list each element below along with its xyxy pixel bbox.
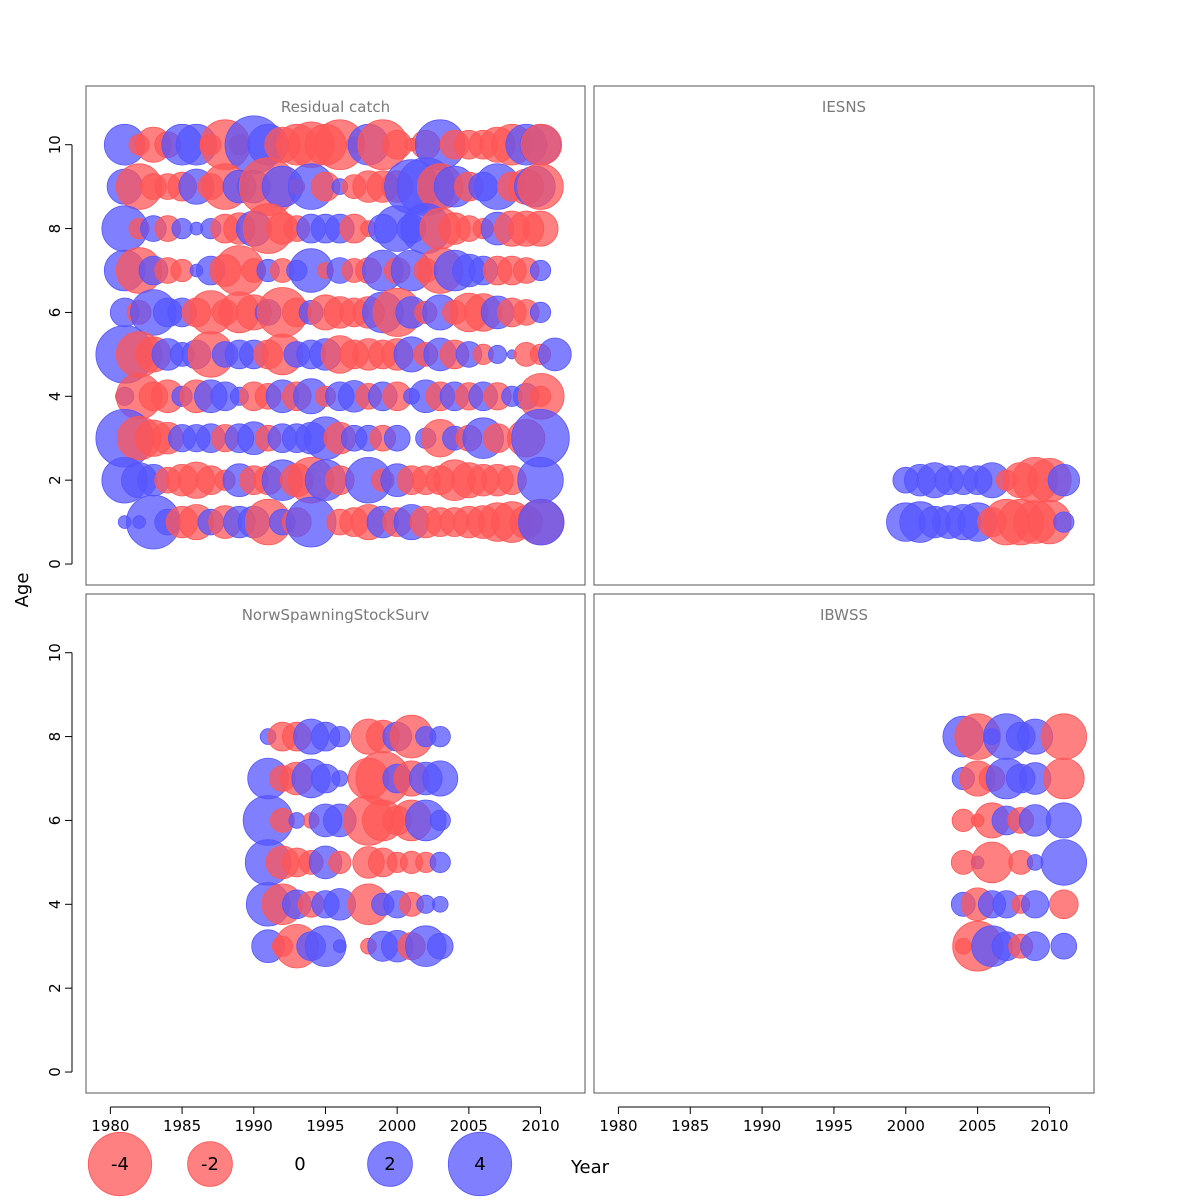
residual-bubble: [429, 725, 451, 748]
residual-bubble: [171, 218, 193, 240]
legend-bubble: [447, 1131, 513, 1197]
y-tick-label: 6: [46, 308, 64, 318]
x-tick-label: 2005: [959, 1117, 997, 1135]
x-tick-label: 1995: [815, 1117, 853, 1135]
residual-bubble: [1043, 757, 1085, 800]
residual-bubble: [1040, 839, 1087, 886]
legend-label: -2: [201, 1154, 219, 1175]
panel-frame: [593, 85, 1095, 586]
residual-bubble: [1020, 890, 1050, 919]
panel-frame: [85, 85, 586, 586]
y-tick-label: 2: [46, 983, 64, 993]
y-tick-label: 0: [46, 1067, 64, 1077]
residual-bubble: [1050, 932, 1078, 960]
x-axis-right: 1980 1985 1990 1995 2000 2005 2010: [599, 1106, 1069, 1135]
x-tick-label: 1980: [599, 1117, 637, 1135]
legend-label: 0: [294, 1154, 305, 1175]
residual-bubble: [971, 841, 1013, 884]
residual-bubble: [520, 123, 563, 166]
residual-bubble: [522, 210, 559, 247]
y-tick-label: 4: [46, 900, 64, 910]
legend-label: 4: [474, 1154, 485, 1175]
panel-iesns: IESNS: [593, 85, 1095, 586]
x-tick-label: 2000: [378, 1117, 416, 1135]
residual-bubble: [529, 301, 552, 323]
panel-norwspawningstocksurv: NorwSpawningStockSurv: [85, 593, 586, 1094]
residual-bubble: [538, 337, 572, 372]
x-axis-left: 1980 1985 1990 1995 2000 2005 2010: [91, 1106, 560, 1135]
panel-ibwss: IBWSS: [593, 593, 1095, 1094]
legend-item: 0: [294, 1154, 305, 1175]
x-tick-label: 1985: [671, 1117, 709, 1135]
x-axis-title: Year: [570, 1157, 610, 1178]
y-tick-label: 8: [46, 732, 64, 742]
x-tick-label: 2010: [521, 1117, 559, 1135]
legend-label: -4: [111, 1154, 129, 1175]
residual-bubble: [529, 259, 552, 282]
y-tick-label: 2: [46, 475, 64, 485]
panel-title: Residual catch: [281, 98, 390, 116]
residual-bubble: [487, 344, 507, 364]
panel-title: IESNS: [822, 98, 866, 116]
x-tick-label: 2000: [887, 1117, 925, 1135]
residual-bubble: [1047, 464, 1081, 497]
panel-title: NorwSpawningStockSurv: [242, 606, 430, 624]
legend-bubble: [187, 1141, 233, 1187]
panels-layer: Residual catch IESNS NorwSpawningStockSurv…: [85, 85, 1095, 1094]
legend-label: 2: [384, 1154, 395, 1175]
residual-bubble: [383, 424, 411, 452]
legend: -4 -2 0 2 4: [87, 1131, 513, 1197]
y-tick-label: 8: [46, 224, 64, 234]
x-tick-label: 1995: [306, 1117, 344, 1135]
panel-frame: [593, 593, 1095, 1094]
residual-bubble: [329, 725, 351, 748]
residual-bubble: [429, 809, 451, 832]
x-tick-label: 2005: [450, 1117, 488, 1135]
legend-item: -4: [87, 1131, 153, 1197]
panel-frame: [85, 593, 586, 1094]
legend-item: -2: [187, 1141, 233, 1187]
x-tick-label: 1990: [743, 1117, 781, 1135]
residual-bubble: [431, 895, 449, 913]
residual-bubble: [1049, 889, 1079, 920]
residual-bubble: [288, 812, 306, 829]
legend-item: 2: [367, 1141, 413, 1187]
x-tick-label: 1990: [235, 1117, 273, 1135]
residual-bubble: [1020, 931, 1050, 961]
y-axis-title: Age: [12, 573, 33, 608]
y-tick-label: 10: [46, 135, 64, 154]
x-tick-label: 2010: [1030, 1117, 1068, 1135]
residual-bubble: [332, 939, 347, 953]
residual-bubble: [518, 498, 565, 546]
legend-bubble: [367, 1141, 413, 1187]
y-tick-label: 10: [46, 643, 64, 662]
residual-bubble: [328, 850, 352, 875]
residual-bubble: [426, 932, 454, 960]
residual-bubble: [517, 163, 564, 210]
y-tick-label: 4: [46, 392, 64, 402]
x-tick-label: 1985: [163, 1117, 201, 1135]
residual-bubble: [331, 770, 349, 787]
y-axis-top: 0 2 4 6 8 10: [46, 135, 73, 569]
legend-item: 4: [447, 1131, 513, 1197]
residual-bubble: [429, 851, 451, 874]
y-tick-label: 0: [46, 559, 64, 569]
y-tick-label: 6: [46, 816, 64, 826]
residual-bubble: [1045, 802, 1082, 839]
residual-bubble: [1040, 713, 1087, 760]
y-axis-bottom: 0 2 4 6 8 10: [46, 643, 73, 1077]
residual-bubble: [422, 760, 459, 797]
axes-layer: 0 2 4 6 8 10 0 2 4 6 8 10 1980 1985 1990 1995 2000 2005 20…: [46, 135, 1069, 1135]
legend-bubble: [87, 1131, 153, 1197]
residual-bubble: [517, 457, 564, 504]
x-tick-label: 1980: [91, 1117, 129, 1135]
residual-bubble: [1053, 511, 1075, 533]
panel-title: IBWSS: [820, 606, 868, 624]
panel-residual catch: Residual catch: [85, 85, 586, 586]
